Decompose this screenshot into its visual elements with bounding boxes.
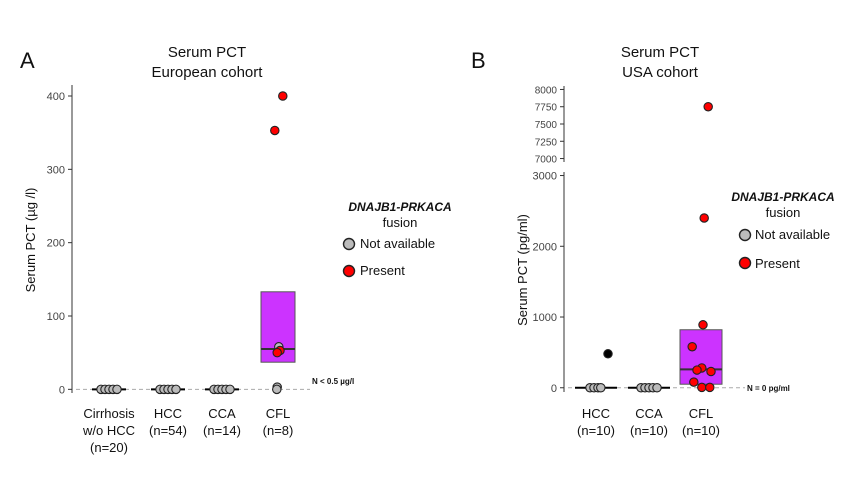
panel-a-reference-label: N < 0.5 µg/l [312, 377, 354, 386]
panel-a-point-19 [272, 347, 282, 358]
panel-a-legend-title-line-2: fusion [383, 215, 418, 230]
panel-a-category-label-2-0: CCA [208, 406, 236, 421]
panel-b-lower-y-tick-label-0: 0 [551, 383, 557, 395]
panel-b-box-2 [679, 329, 723, 385]
panel-a-category-label-0-1: w/o HCC [82, 423, 135, 438]
panel-a-y-tick-label-0: 0 [59, 384, 65, 396]
panel-a-category-label-0-0: Cirrhosis [83, 406, 135, 421]
panel-a-legend-present-label: Present [360, 263, 405, 278]
panel-a-y-tick-label-2: 200 [47, 238, 65, 250]
panel-b-category-label-0-0: HCC [582, 406, 610, 421]
panel-b-category-label-2-1: (n=10) [682, 423, 720, 438]
panel-a-point-4 [112, 384, 122, 395]
panel-b-reference-label: N = 0 pg/ml [747, 384, 790, 393]
panel-b-point-9 [652, 383, 662, 393]
panel-b-label: B [471, 48, 486, 73]
panel-b-upper-y-tick-label-3: 7750 [535, 103, 558, 114]
panel-a-y-tick-label-3: 300 [47, 164, 65, 176]
panel-b-lower-y-tick-label-1: 1000 [533, 312, 557, 324]
panel-a-category-label-1-0: HCC [154, 406, 182, 421]
panel-a-title-line-1: Serum PCT [168, 44, 246, 61]
panel-a-y-tick-label-4: 400 [47, 91, 65, 103]
panel-a-legend-not-available-label: Not available [360, 236, 435, 251]
panel-a-y-axis-label: Serum PCT (µg /l) [23, 188, 38, 293]
panel-a-category-label-3-0: CFL [266, 406, 291, 421]
panel-b-legend-not-available-label: Not available [755, 227, 830, 242]
panel-a-label: A [20, 48, 35, 73]
panel-a-legend-present-swatch [342, 264, 356, 278]
panel-a-point-15 [278, 91, 288, 101]
panel-a-legend-not-available-swatch [342, 237, 356, 251]
panel-b-upper-y-tick-label-2: 7500 [535, 120, 558, 131]
panel-b-upper-y-tick-label-4: 8000 [535, 85, 558, 96]
panel-a-category-label-0-2: (n=20) [90, 440, 128, 455]
panel-b-title-line-1: Serum PCT [621, 44, 699, 61]
panel-a-point-14 [225, 384, 235, 395]
panel-b-title-line-2: USA cohort [622, 64, 699, 81]
panel-b-point-18 [697, 382, 707, 393]
panel-b-category-label-0-1: (n=10) [577, 423, 615, 438]
panel-a-point-21 [272, 384, 282, 395]
panel-b-legend-present-label: Present [755, 256, 800, 271]
panel-b-point-4 [596, 383, 606, 393]
panel-b-category-label-1-0: CCA [635, 406, 663, 421]
panel-a-y-tick-label-1: 100 [47, 311, 65, 323]
panel-b-upper-y-tick-label-0: 7000 [535, 155, 558, 166]
panel-b-legend-not-available-swatch [738, 228, 752, 242]
panel-b-point-10 [703, 101, 713, 112]
panel-a-legend-title-line-1: DNAJB1-PRKACA [348, 200, 451, 214]
panel-b-point-0 [603, 349, 613, 359]
panel-b-category-label-1-1: (n=10) [630, 423, 668, 438]
panel-b-upper-y-tick-label-1: 7250 [535, 137, 558, 148]
panel-b-point-15 [692, 365, 702, 375]
panel-b-point-13 [687, 341, 697, 352]
panel-b-category-label-2-0: CFL [689, 406, 714, 421]
panel-b-point-11 [699, 213, 709, 223]
panel-b-point-19 [705, 382, 715, 393]
panel-a-category-label-1-1: (n=54) [149, 423, 187, 438]
panel-b-lower-y-tick-label-3: 3000 [533, 171, 557, 183]
panel-b-point-17 [689, 377, 699, 387]
panel-a-category-label-2-1: (n=14) [203, 423, 241, 438]
panel-b-y-axis-label: Serum PCT (pg/ml) [515, 214, 530, 326]
panel-b-legend-title-line-1: DNAJB1-PRKACA [731, 190, 834, 204]
panel-b-point-16 [706, 366, 716, 377]
panel-a-point-16 [270, 125, 280, 136]
panel-b-legend-title-line-2: fusion [766, 205, 801, 220]
panel-a-point-9 [171, 384, 181, 395]
panel-b-lower-y-tick-label-2: 2000 [533, 241, 557, 253]
panel-a-category-label-3-1: (n=8) [263, 423, 294, 438]
panel-b-legend-present-swatch [738, 256, 752, 270]
panel-a-title-line-2: European cohort [152, 64, 264, 81]
panel-b-point-12 [698, 320, 708, 330]
